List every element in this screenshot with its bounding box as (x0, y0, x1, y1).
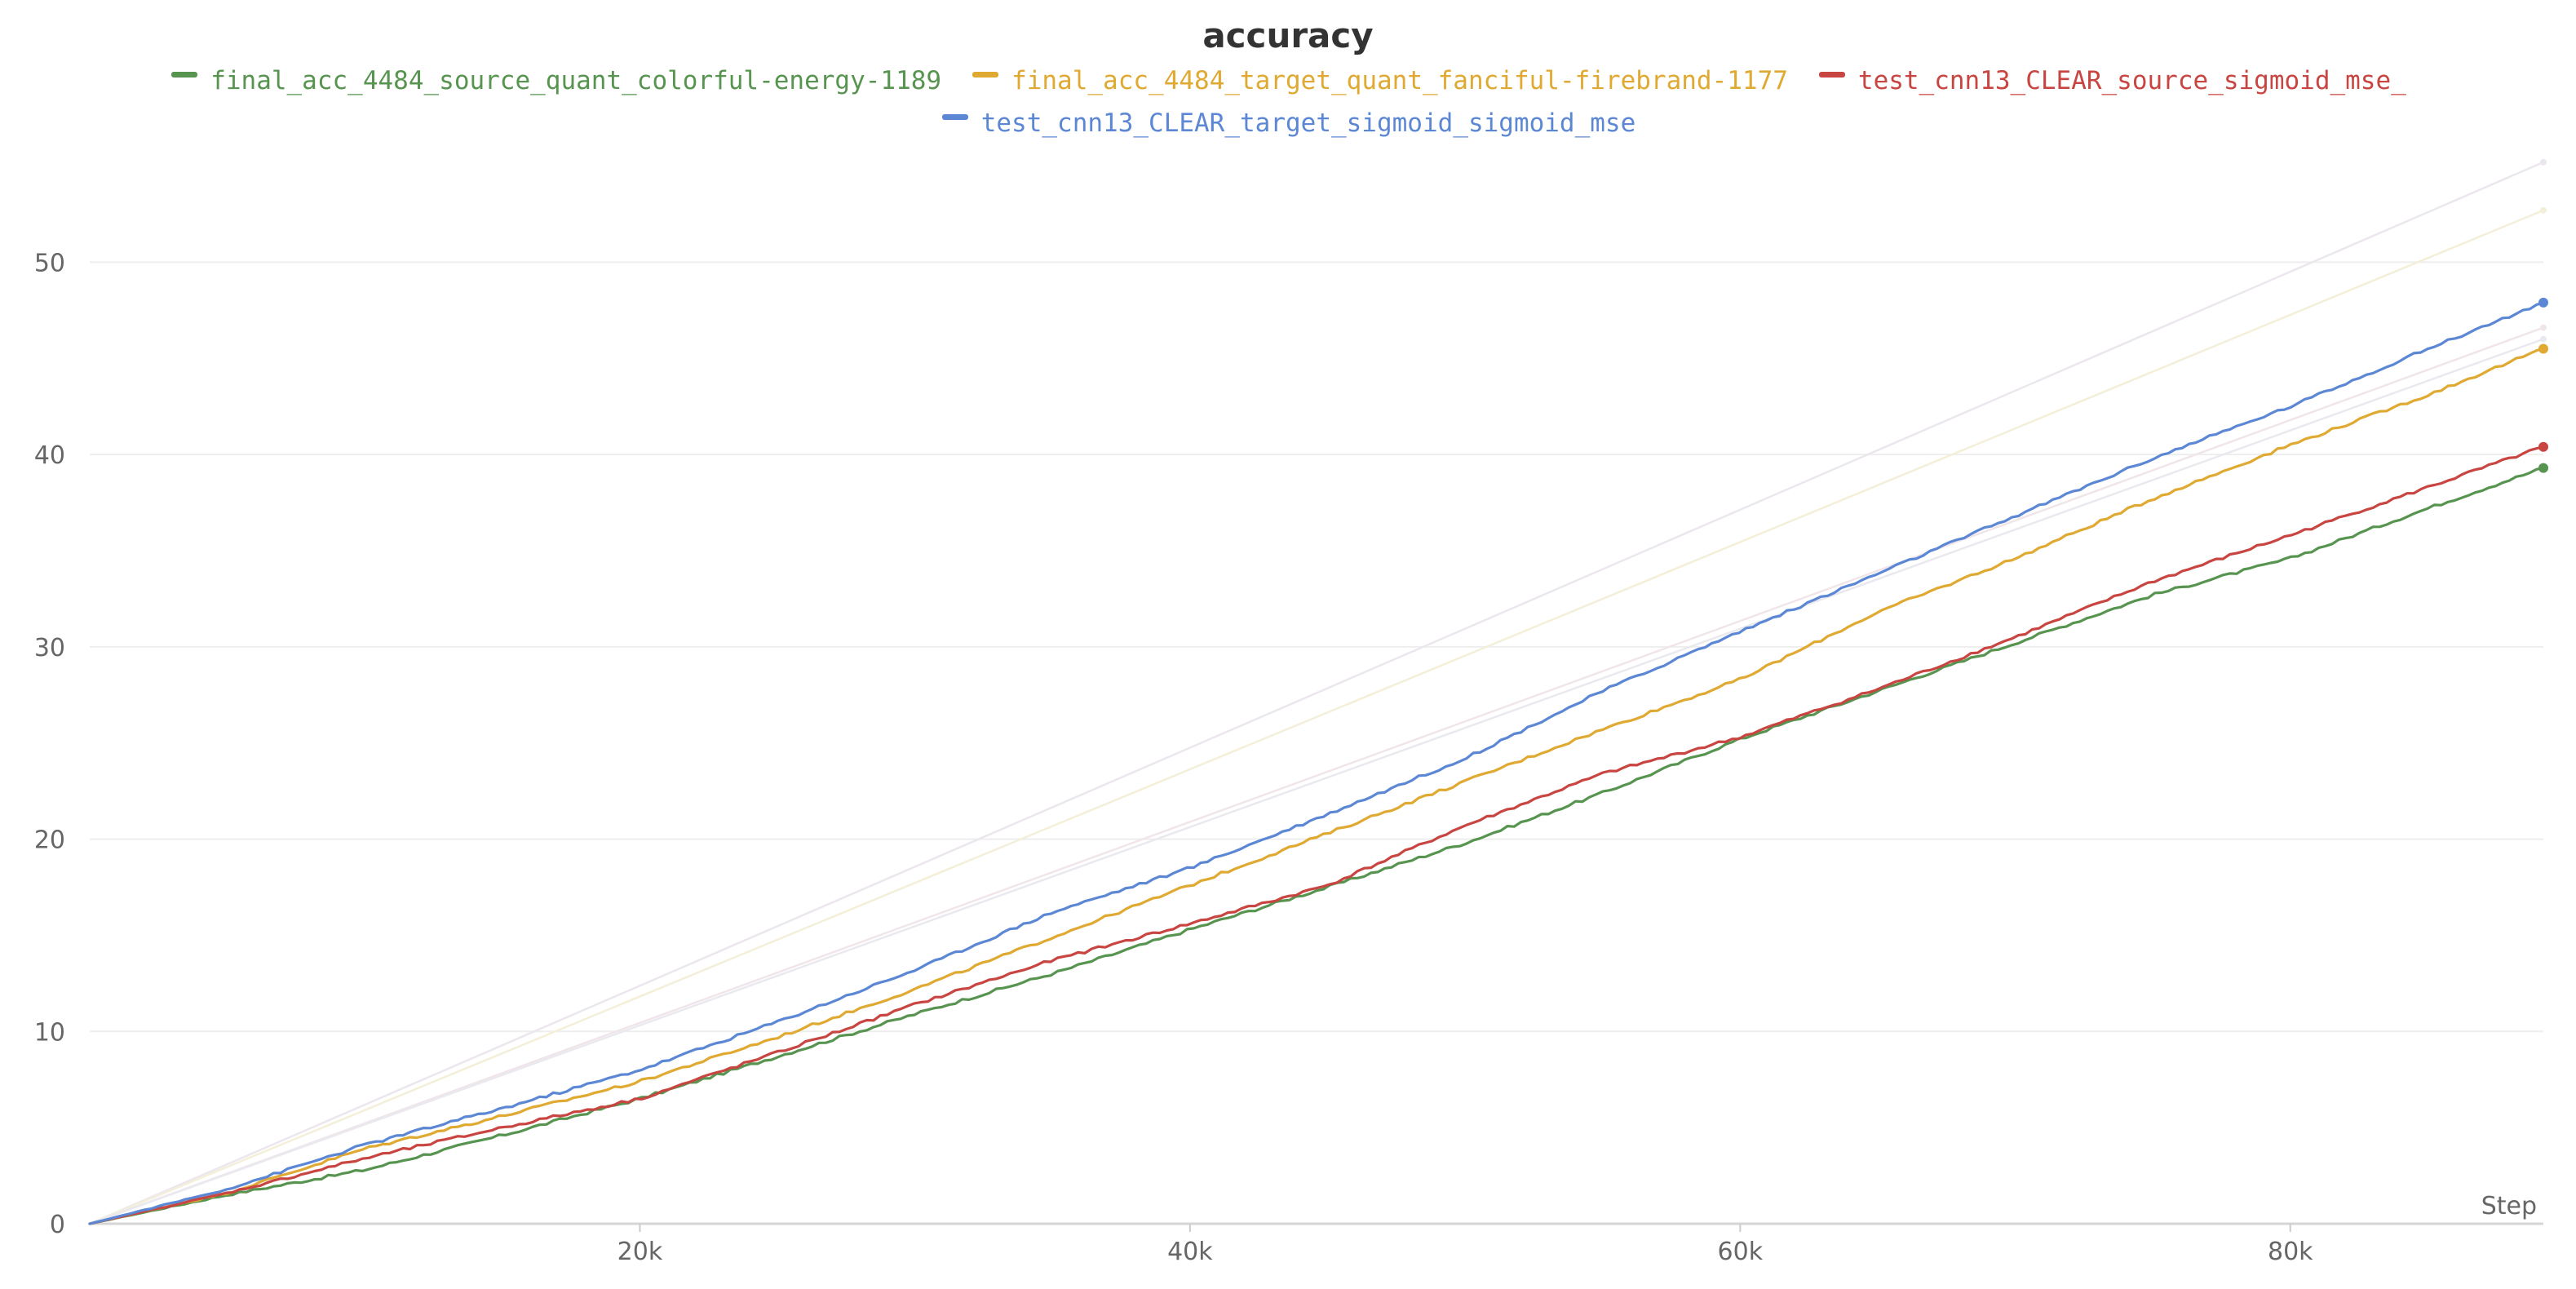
chart-title: accuracy (1202, 16, 1374, 55)
background-run-line (89, 326, 2544, 1225)
x-tick-label: 60k (1718, 1238, 1764, 1266)
series-line (88, 301, 2545, 1225)
background-run-end-point (2540, 206, 2547, 214)
y-tick-label: 10 (34, 1018, 65, 1047)
legend-label: final_acc_4484_target_quant_fanciful-fir… (1011, 66, 1788, 95)
series-end-point (2538, 297, 2548, 308)
legend-label: test_cnn13_CLEAR_target_sigmoid_sigmoid_… (980, 109, 1636, 138)
y-tick-label: 30 (34, 634, 65, 662)
x-axis-label: Step (2481, 1192, 2537, 1220)
legend-item[interactable]: test_cnn13_CLEAR_target_sigmoid_sigmoid_… (941, 104, 1636, 142)
y-tick-label: 40 (34, 441, 65, 470)
legend-label: test_cnn13_CLEAR_source_sigmoid_mse_ (1857, 66, 2406, 95)
background-run-line (89, 338, 2544, 1225)
x-tick-label: 40k (1167, 1238, 1213, 1266)
background-run-end-point (2540, 324, 2547, 331)
y-tick-label: 0 (50, 1211, 65, 1239)
legend: final_acc_4484_source_quant_colorful-ene… (82, 62, 2496, 142)
x-tick-label: 80k (2268, 1238, 2313, 1266)
series-end-point (2538, 343, 2548, 354)
series-line (88, 466, 2545, 1225)
y-tick-label: 50 (34, 249, 65, 277)
legend-item[interactable]: final_acc_4484_target_quant_fanciful-fir… (972, 62, 1788, 100)
legend-swatch (1818, 71, 1845, 78)
series-line (88, 445, 2545, 1225)
background-run-line (89, 209, 2544, 1225)
background-run-end-point (2540, 158, 2547, 166)
series-line (88, 347, 2545, 1225)
legend-swatch (941, 113, 968, 120)
legend-swatch (171, 71, 198, 78)
legend-swatch (972, 71, 999, 78)
series-end-point (2538, 441, 2548, 452)
legend-item[interactable]: test_cnn13_CLEAR_source_sigmoid_mse_ (1818, 62, 2406, 100)
background-run-line (89, 161, 2544, 1225)
legend-item[interactable]: final_acc_4484_source_quant_colorful-ene… (171, 62, 941, 100)
series-end-point (2538, 463, 2548, 473)
background-run-end-point (2540, 335, 2547, 343)
legend-label: final_acc_4484_source_quant_colorful-ene… (210, 66, 942, 95)
y-tick-label: 20 (34, 826, 65, 855)
x-tick-label: 20k (617, 1238, 663, 1266)
